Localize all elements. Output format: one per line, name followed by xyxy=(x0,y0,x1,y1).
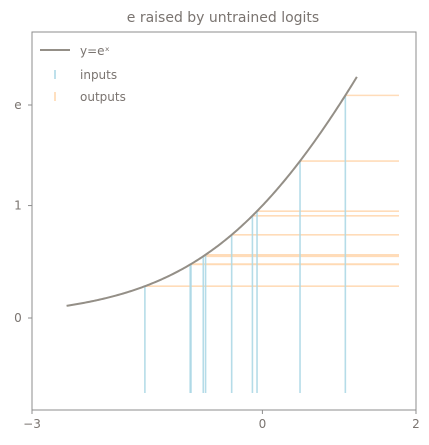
plot-area xyxy=(66,76,399,393)
x-tick-label: −3 xyxy=(23,417,41,431)
y-tick-label: e xyxy=(14,98,21,112)
axes-frame xyxy=(31,31,417,411)
x-tick-label: 2 xyxy=(412,417,420,431)
y-tick-label: 0 xyxy=(14,311,22,325)
legend-outputs-label: outputs xyxy=(80,90,126,104)
legend-curve-label: y=eˣ xyxy=(80,44,110,58)
x-tick-label: 0 xyxy=(259,417,267,431)
exp-curve xyxy=(66,76,358,307)
chart-title: e raised by untrained logits xyxy=(127,10,319,26)
axes: −3 0 2 0 1 e xyxy=(14,31,420,431)
y-tick-label: 1 xyxy=(14,199,22,213)
legend-inputs-label: inputs xyxy=(80,68,117,82)
legend: y=eˣ inputs outputs xyxy=(40,44,126,104)
